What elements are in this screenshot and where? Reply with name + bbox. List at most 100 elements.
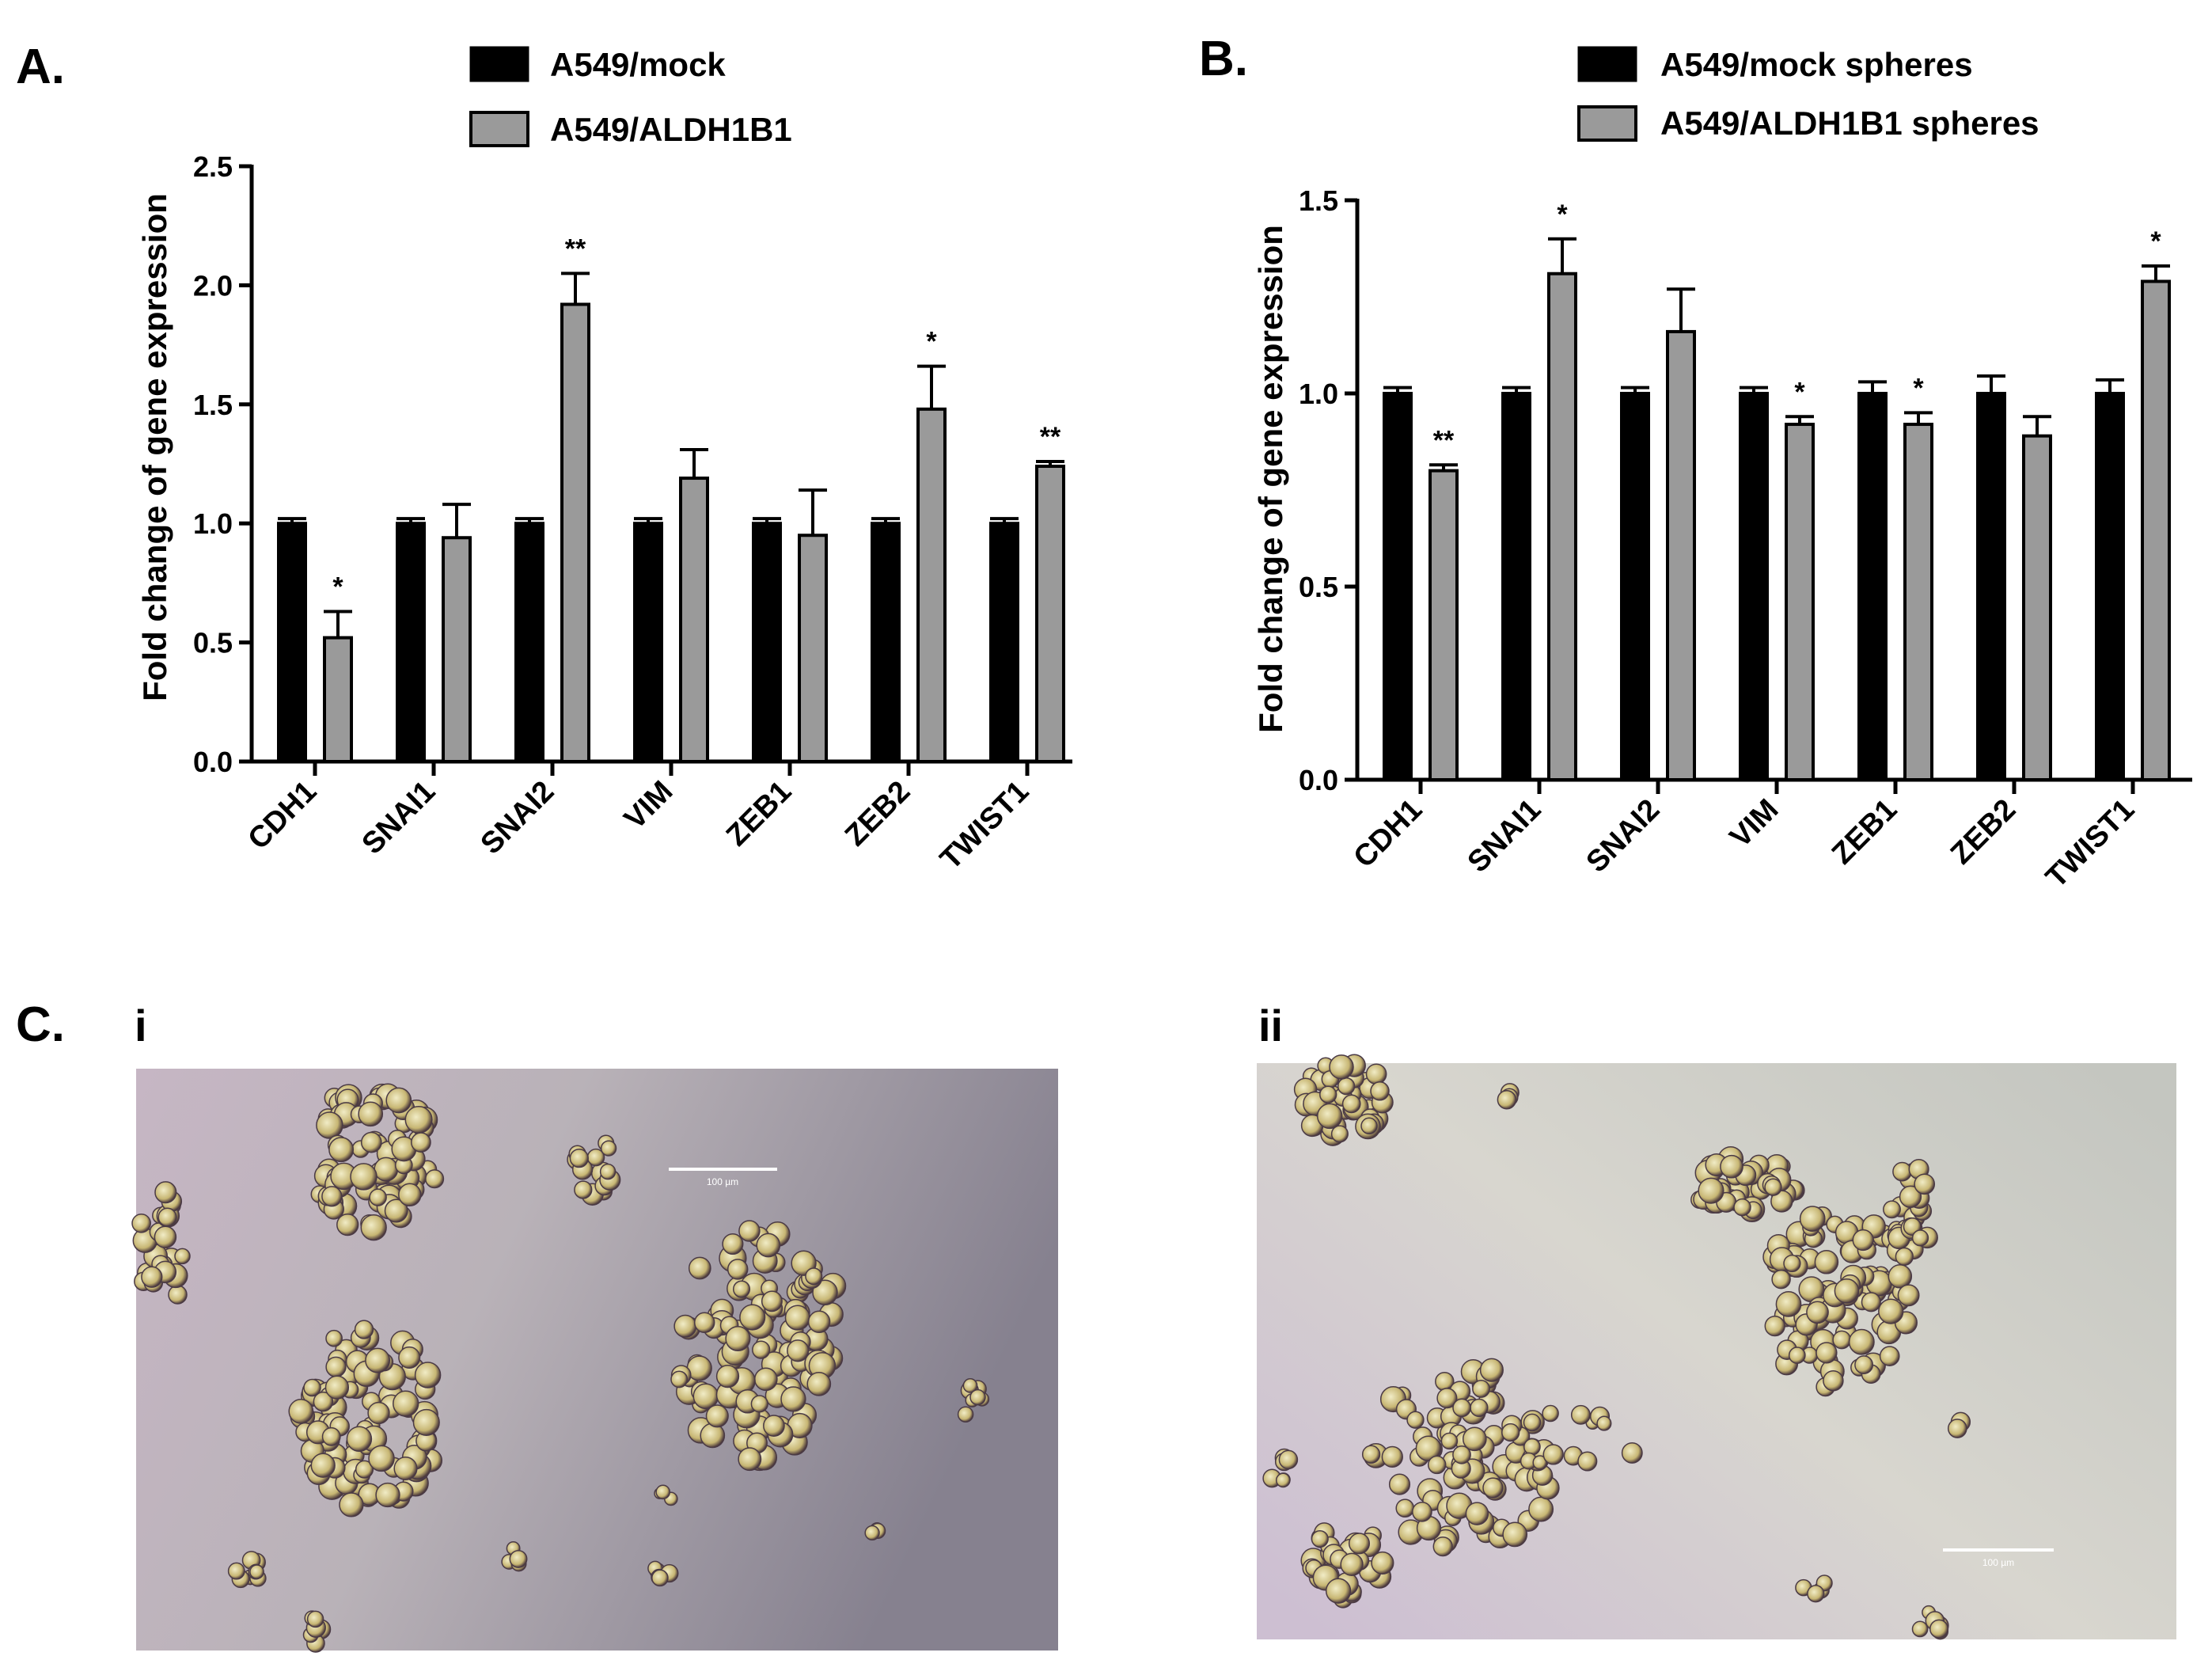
cell [1497,1089,1517,1110]
cell [355,1460,374,1479]
cell [1371,1551,1394,1575]
cell [411,1132,431,1153]
cell [1621,1442,1643,1464]
legend-label-aldh1b1-spheres: A549/ALDH1B1 spheres [1660,104,2039,142]
cell [1329,1054,1354,1080]
legend-a: A549/mock A549/ALDH1B1 [469,46,792,148]
cell [1698,1177,1724,1204]
cell [1911,1229,1929,1247]
cell [1470,1398,1489,1418]
cell [1365,1063,1387,1085]
chart-a: A549/mock A549/ALDH1B1 Fold change of ge… [136,46,1072,876]
cell [752,1340,771,1359]
cell [1733,1198,1751,1217]
cell [812,1279,838,1305]
cell [864,1525,880,1541]
cell [1278,1449,1299,1470]
cell [1361,1445,1381,1464]
cell [1570,1404,1591,1425]
bar-mock [1383,392,1413,781]
cell [569,1148,589,1168]
cell [157,1207,177,1227]
x-category-label-a: CDH1 [242,775,324,857]
cell [1892,1161,1912,1182]
cell [1807,1585,1825,1603]
cell [1814,1250,1839,1274]
legend-label-mock: A549/mock [550,46,726,83]
bar-aldh1b1 [1666,329,1696,782]
cell [1348,1533,1371,1555]
bar-aldh1b1 [1035,465,1065,763]
cell [288,1399,314,1424]
cell [1848,1328,1875,1355]
cell [321,1426,341,1446]
cell [425,1169,445,1189]
cell [306,1610,324,1628]
cell [763,1415,785,1437]
y-tick-label-a: 2.0 [193,269,233,302]
cell [1947,1419,1967,1438]
cell [761,1290,783,1312]
scale-bar-label-ii: 100 µm [1982,1557,2014,1568]
cell [1316,1103,1343,1130]
cell [780,1386,806,1412]
cell-clusters-ii [1262,1054,1971,1640]
bar-aldh1b1 [560,302,590,763]
cell [807,1310,831,1334]
chart-b: A549/mock spheres A549/ALDH1B1 spheres F… [1252,46,2192,895]
cell [154,1181,177,1204]
cell [385,1087,412,1114]
cell [328,1137,355,1163]
cell [1764,1178,1782,1196]
cell [693,1312,715,1334]
cell [412,1408,440,1436]
micrograph-i: 100 µm [131,1069,1058,1653]
bar-mock [871,522,901,763]
cell [715,1364,740,1388]
bar-aldh1b1 [916,407,947,763]
cell [174,1248,191,1265]
cell [756,1233,781,1258]
cell [313,1391,334,1412]
panel-label-a: A. [16,40,65,94]
bar-mock [1857,392,1888,781]
cell [962,1378,978,1393]
y-tick-label-b: 0.5 [1299,571,1338,603]
bar-aldh1b1 [798,534,828,763]
x-category-label-b: VIM [1724,793,1785,854]
cell [1406,1411,1425,1429]
cell [1823,1369,1844,1392]
cell [1897,1284,1920,1307]
cell [321,1186,343,1207]
cell [1432,1536,1453,1557]
cell [1788,1347,1806,1364]
cell [1275,1472,1291,1488]
significance-marker-b: ** [1433,425,1455,455]
x-category-label-a: ZEB1 [720,775,798,853]
cell [1596,1415,1612,1431]
cell [1462,1426,1487,1452]
significance-marker-a: * [926,327,937,357]
cell [360,1214,387,1241]
cell [1878,1298,1904,1324]
cell [651,1569,669,1587]
cell [738,1447,762,1472]
cell [1854,1355,1874,1375]
cell [1577,1451,1598,1472]
cell [722,1233,744,1255]
cell [688,1256,711,1280]
x-category-label-a: VIM [618,775,679,836]
cell [600,1140,617,1157]
cell [1834,1278,1860,1304]
cell [374,1157,399,1182]
cell [969,1388,986,1406]
cell [1528,1496,1554,1522]
legend-swatch-mock [469,46,529,82]
x-category-label-b: CDH1 [1348,793,1429,875]
bar-aldh1b1 [1429,469,1459,781]
cell [670,1370,689,1388]
cell [303,1378,321,1397]
cell [367,1401,390,1425]
legend-swatch-aldh1b1 [469,111,529,147]
cell [1502,1521,1528,1548]
